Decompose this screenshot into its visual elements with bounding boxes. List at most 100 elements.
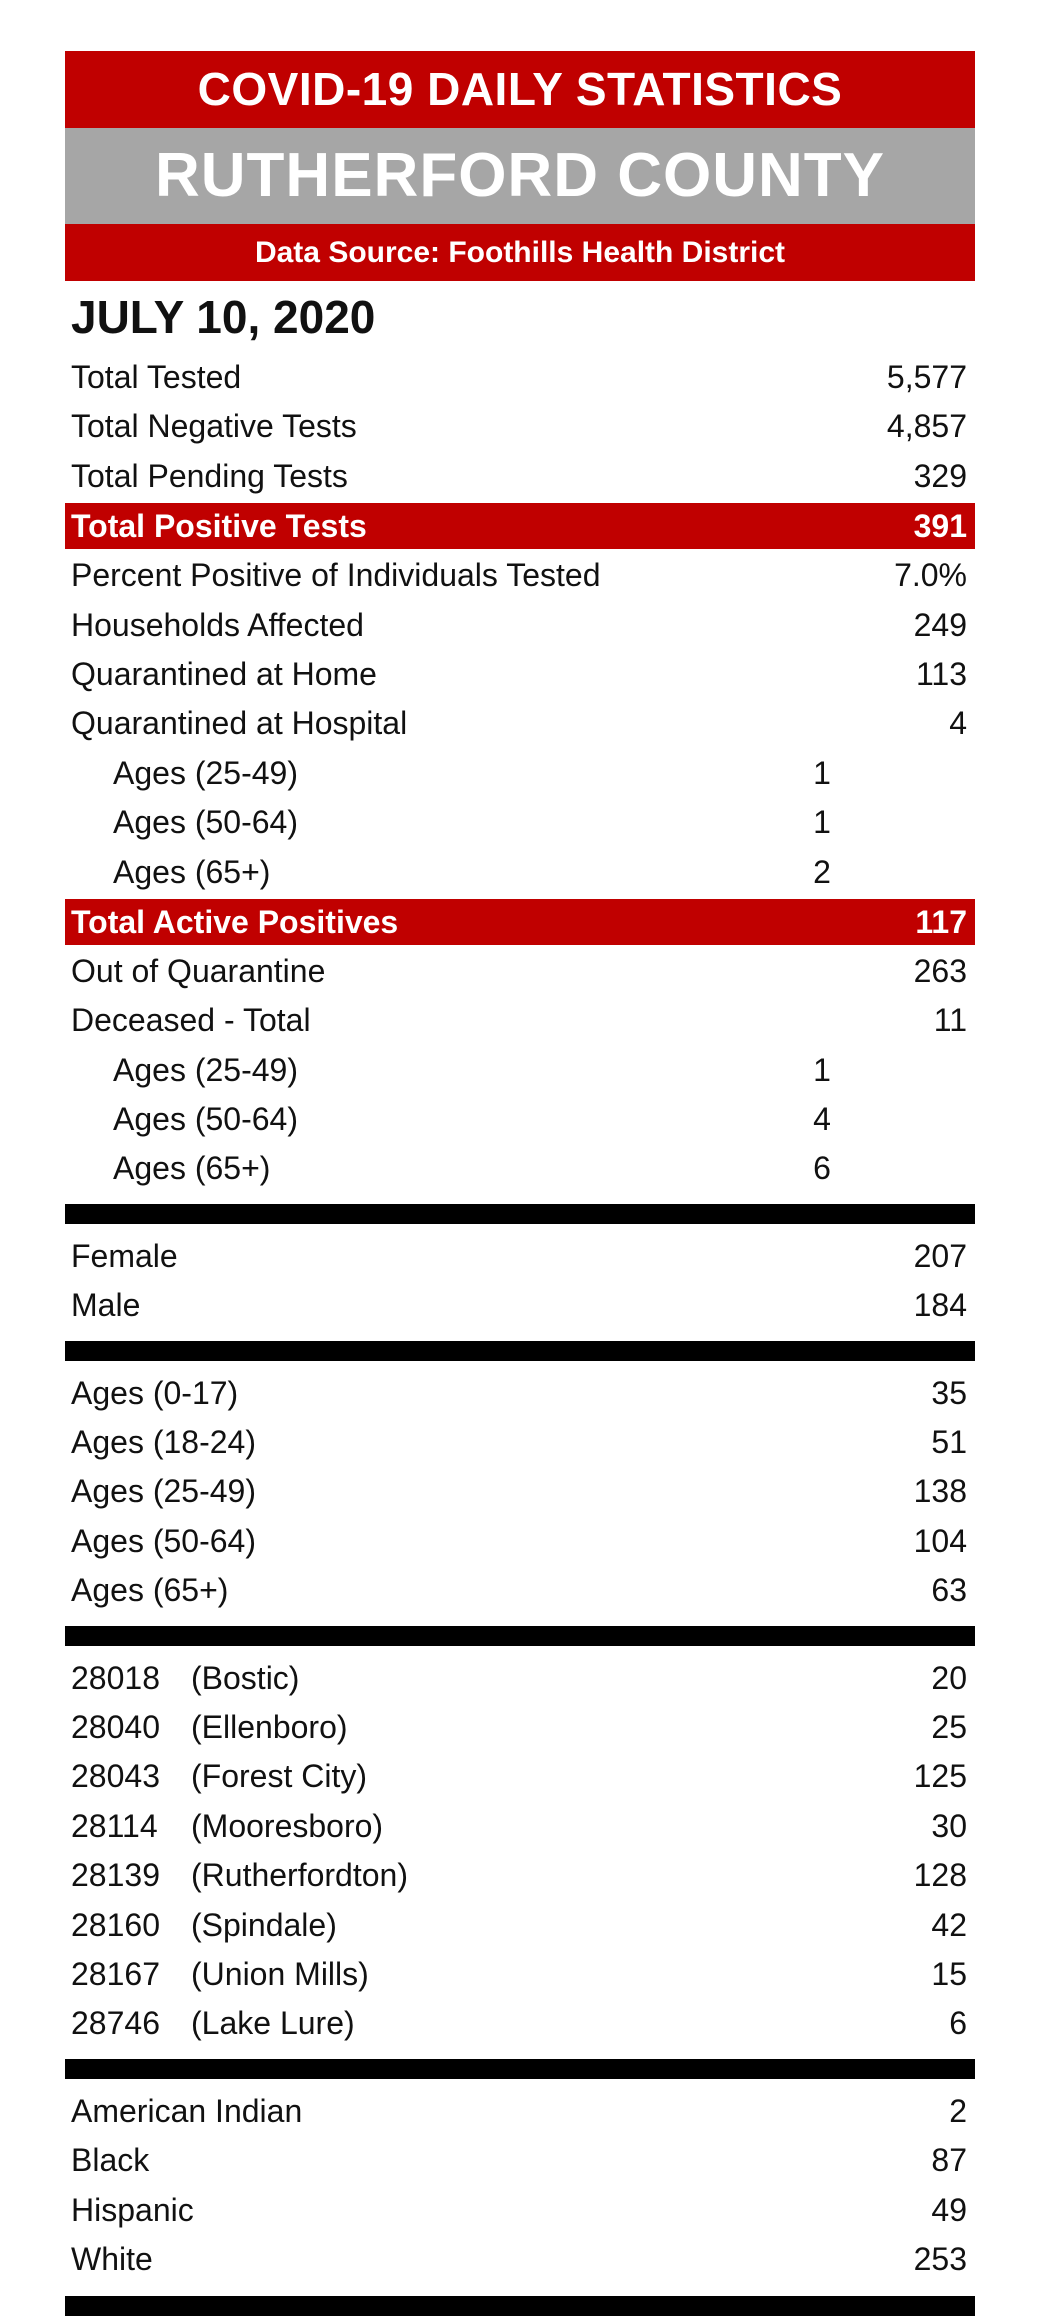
hospital-age-row: Ages (50-64) 1 xyxy=(65,798,975,847)
zip-code: 28043 xyxy=(71,1758,160,1795)
stat-value: 6 xyxy=(813,1150,831,1187)
zip-section: 28018 (Bostic) 20 28040 (Ellenboro) 25 28043… xyxy=(65,1654,975,2049)
stat-label: Total Positive Tests xyxy=(71,508,367,545)
stat-label: Female xyxy=(71,1237,178,1274)
stat-label: Ages (50-64) xyxy=(113,804,298,841)
stat-label: Total Tested xyxy=(71,359,242,395)
zip-code: 28167 xyxy=(71,1955,160,1992)
stat-value: 253 xyxy=(913,2240,967,2277)
section-divider xyxy=(65,1625,975,1646)
stat-label: American Indian xyxy=(71,2092,303,2129)
zip-place: (Spindale) xyxy=(191,1906,337,1943)
deceased-age-row: Ages (65+) 6 xyxy=(65,1144,975,1193)
race-section: American Indian 2 Black 87 Hispanic 49 Whit… xyxy=(65,2087,975,2285)
stat-value: 63 xyxy=(931,1572,967,1609)
zip-row: 28139 (Rutherfordton) 128 xyxy=(65,1851,975,1900)
zip-place: (Bostic) xyxy=(191,1659,300,1696)
stat-label: White xyxy=(71,2240,153,2277)
stat-row: Total Pending Tests 329 xyxy=(65,452,975,501)
stat-label: Total Pending Tests xyxy=(71,457,348,494)
deceased-age-row: Ages (50-64) 4 xyxy=(65,1095,975,1144)
stat-value: 7.0% xyxy=(894,557,967,594)
stat-value: 11 xyxy=(933,1002,967,1039)
stat-value: 113 xyxy=(915,655,967,692)
stat-row: Total Negative Tests 4,857 xyxy=(65,402,975,451)
stat-value: 15 xyxy=(931,1955,967,1992)
stat-value: 4,857 xyxy=(886,408,967,445)
section-divider xyxy=(65,1340,975,1361)
zip-place: (Union Mills) xyxy=(191,1955,369,1992)
stat-label: Quarantined at Hospital xyxy=(71,705,408,742)
stat-label: Total Negative Tests xyxy=(71,408,357,445)
stat-row: Ages (65+) 63 xyxy=(65,1566,975,1615)
stat-row: Out of Quarantine 263 xyxy=(65,947,975,996)
section-divider xyxy=(65,2058,975,2079)
zip-code: 28139 xyxy=(71,1857,160,1894)
total-active-row: Total Active Positives 117 xyxy=(65,898,975,945)
stat-label: Total Active Positives xyxy=(71,903,399,940)
stat-value: 329 xyxy=(913,457,967,494)
stat-value: 1 xyxy=(813,804,831,841)
deceased-age-row: Ages (25-49) 1 xyxy=(65,1046,975,1095)
zip-place: (Rutherfordton) xyxy=(191,1857,408,1894)
stat-value: 138 xyxy=(913,1473,967,1510)
stat-value: 391 xyxy=(913,508,967,545)
zip-code: 28746 xyxy=(71,2005,160,2042)
stat-row: White 253 xyxy=(65,2235,975,2284)
stat-label: Ages (50-64) xyxy=(113,1101,298,1138)
stat-value: 87 xyxy=(931,2142,967,2179)
stat-row: Households Affected 249 xyxy=(65,601,975,650)
stat-label: Male xyxy=(71,1287,141,1324)
report-date: JULY 10, 2020 xyxy=(71,291,376,343)
stat-row: Male 184 xyxy=(65,1281,975,1330)
stat-row: Black 87 xyxy=(65,2136,975,2185)
stat-value: 117 xyxy=(915,903,967,940)
stat-value: 128 xyxy=(913,1857,967,1894)
stat-label: Black xyxy=(71,2142,150,2179)
stat-row: Total Tested 5,577 xyxy=(65,353,975,402)
zip-row: 28114 (Mooresboro) 30 xyxy=(65,1802,975,1851)
age-section: Ages (0-17) 35 Ages (18-24) 51 Ages (25-49… xyxy=(65,1369,975,1616)
stat-label: Ages (25-49) xyxy=(113,754,298,791)
stat-value: 49 xyxy=(931,2191,967,2228)
zip-row: 28746 (Lake Lure) 6 xyxy=(65,1999,975,2048)
stat-value: 1 xyxy=(813,1051,831,1088)
stat-label: Ages (65+) xyxy=(113,1150,271,1187)
zip-place: (Mooresboro) xyxy=(191,1807,384,1844)
stat-value: 2 xyxy=(813,853,831,890)
zip-row: 28167 (Union Mills) 15 xyxy=(65,1950,975,1999)
bottom-divider xyxy=(65,2296,975,2317)
zip-code: 28018 xyxy=(71,1659,160,1696)
stat-value: 20 xyxy=(931,1659,967,1696)
zip-row: 28040 (Ellenboro) 25 xyxy=(65,1703,975,1752)
stat-value: 51 xyxy=(931,1424,967,1461)
stat-label: Households Affected xyxy=(71,606,364,643)
stat-value: 249 xyxy=(913,606,967,643)
zip-place: (Lake Lure) xyxy=(191,2005,355,2042)
zip-row: 28043 (Forest City) 125 xyxy=(65,1752,975,1801)
zip-row: 28160 (Spindale) 42 xyxy=(65,1901,975,1950)
stat-row: Ages (25-49) 138 xyxy=(65,1467,975,1516)
testing-section: Total Tested 5,577 Total Negative Tests 4,… xyxy=(65,353,975,1194)
stat-label: Ages (0-17) xyxy=(71,1374,239,1411)
hospital-age-row: Ages (65+) 2 xyxy=(65,848,975,897)
stat-row: Percent Positive of Individuals Tested 7.… xyxy=(65,551,975,600)
stat-row: Ages (50-64) 104 xyxy=(65,1517,975,1566)
stat-value: 5,577 xyxy=(886,359,967,395)
stat-label: Quarantined at Home xyxy=(71,655,377,692)
stat-row: Ages (18-24) 51 xyxy=(65,1418,975,1467)
stat-value: 207 xyxy=(913,1237,967,1274)
stat-row: Female 207 xyxy=(65,1232,975,1281)
stat-label: Ages (50-64) xyxy=(71,1522,256,1559)
stat-row: Quarantined at Hospital 4 xyxy=(65,699,975,748)
zip-row: 28018 (Bostic) 20 xyxy=(65,1654,975,1703)
hospital-age-row: Ages (25-49) 1 xyxy=(65,749,975,798)
stat-row: American Indian 2 xyxy=(65,2087,975,2136)
sex-section: Female 207 Male 184 xyxy=(65,1232,975,1331)
stat-label: Ages (65+) xyxy=(71,1572,229,1609)
stat-label: Ages (65+) xyxy=(113,853,271,890)
county-name: RUTHERFORD COUNTY xyxy=(65,128,975,224)
zip-place: (Ellenboro) xyxy=(191,1708,348,1745)
zip-code: 28114 xyxy=(71,1807,158,1844)
zip-code: 28160 xyxy=(71,1906,160,1943)
